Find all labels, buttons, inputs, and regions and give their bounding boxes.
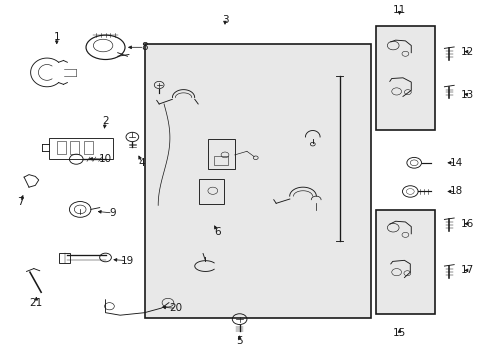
Text: 21: 21 [30,298,43,308]
Text: 13: 13 [460,90,473,100]
Text: 2: 2 [102,116,109,126]
Text: 14: 14 [449,158,462,168]
Bar [84,141,93,154]
Bar [59,253,70,263]
Bar [375,26,434,130]
Text: 17: 17 [460,265,473,275]
Text: 8: 8 [141,42,147,52]
Text: 10: 10 [99,154,112,164]
Text: 1: 1 [53,32,60,41]
Text: 7: 7 [17,197,23,207]
Text: 15: 15 [392,328,406,338]
Text: 19: 19 [121,256,134,266]
Text: 18: 18 [449,186,462,197]
Text: 16: 16 [460,219,473,229]
Text: 6: 6 [214,227,221,237]
Bar [213,156,228,165]
Bar [57,141,65,154]
Text: 12: 12 [460,46,473,57]
Bar [70,141,79,154]
Text: 9: 9 [109,208,116,218]
Text: 11: 11 [392,5,406,15]
Text: 4: 4 [139,158,145,168]
Text: 3: 3 [221,15,228,26]
Bar [207,139,234,169]
Bar [199,179,223,204]
Bar [49,138,113,159]
Text: 5: 5 [236,336,243,346]
Bar [144,44,370,318]
Bar [375,211,434,315]
Text: 20: 20 [169,303,183,314]
